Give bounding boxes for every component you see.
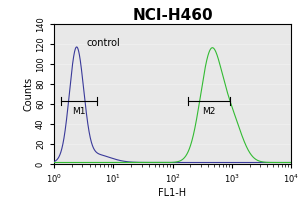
Text: M2: M2 [202, 107, 216, 116]
Text: M1: M1 [72, 107, 86, 116]
X-axis label: FL1-H: FL1-H [158, 188, 187, 198]
Text: control: control [87, 38, 120, 48]
Y-axis label: Counts: Counts [23, 77, 33, 111]
Title: NCI-H460: NCI-H460 [132, 8, 213, 23]
